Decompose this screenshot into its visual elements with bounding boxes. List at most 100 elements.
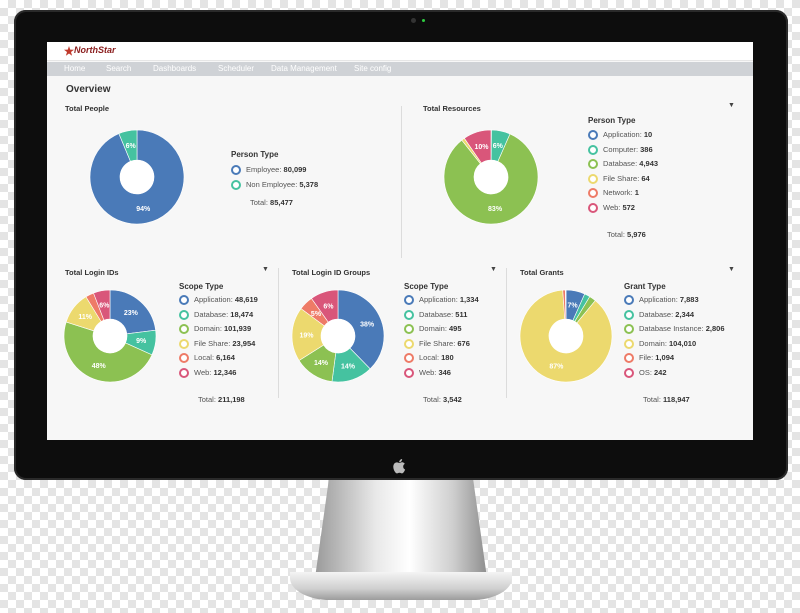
nav-data-management[interactable]: Data Management — [271, 64, 337, 73]
legend-label: Local: 180 — [419, 353, 454, 362]
legend-label: Web: 346 — [419, 367, 451, 377]
legend-label: Computer: 386 — [603, 144, 653, 154]
legend-name: Employee — [246, 165, 280, 174]
legend-label: Database Instance: 2,806 — [639, 324, 725, 333]
legend-label: Application: 7,883 — [639, 295, 699, 304]
legend-label: Domain: 104,010 — [639, 338, 697, 348]
legend-label: Database: 18,474 — [194, 309, 254, 319]
donut-chart: 6%83%10% — [443, 129, 539, 225]
legend-value: 4,943 — [639, 159, 659, 168]
legend-value: 386 — [640, 144, 653, 154]
nav-dashboards[interactable]: Dashboards — [153, 64, 197, 73]
legend-name: Non Employee — [246, 180, 296, 189]
legend-swatch — [624, 353, 634, 363]
legend-value: 104,010 — [669, 338, 697, 348]
legend-name: Application — [639, 295, 676, 304]
legend-value: 676 — [457, 338, 470, 348]
legend-name: Local — [194, 353, 212, 362]
legend-value: 18,474 — [230, 309, 254, 319]
panel-menu-caret-icon[interactable]: ▼ — [262, 266, 269, 273]
legend-label: Web: 572 — [603, 202, 635, 212]
legend-value: 7,883 — [679, 295, 699, 304]
legend-name: Database — [603, 159, 636, 168]
app-header: NorthStar — [47, 42, 753, 61]
legend-value: 495 — [449, 324, 462, 333]
legend-value: 101,939 — [224, 324, 252, 333]
legend-label: Database: 4,943 — [603, 159, 659, 168]
total-readout: Total: 5,976 — [607, 230, 646, 239]
legend-value: 1,334 — [459, 295, 479, 304]
legend-label: File Share: 64 — [603, 173, 650, 183]
legend-swatch — [179, 338, 189, 349]
donut-chart: 94%6% — [89, 129, 185, 225]
webcam — [411, 18, 416, 23]
legend-name: Web — [603, 202, 619, 212]
legend-swatch — [179, 324, 189, 334]
legend-swatch — [231, 180, 241, 190]
legend-title: Scope Type — [404, 282, 449, 291]
legend-name: Database Instance — [639, 324, 702, 333]
legend-value: 23,954 — [232, 338, 256, 348]
monitor-stand — [315, 480, 487, 578]
legend-label: File: 1,094 — [639, 353, 675, 362]
nav-scheduler[interactable]: Scheduler — [218, 64, 255, 73]
legend-label: Non Employee: 5,378 — [246, 180, 319, 189]
legend-swatch — [624, 367, 634, 378]
legend-label: OS: 242 — [639, 367, 667, 377]
legend-name: Domain — [639, 338, 665, 348]
legend-swatch — [624, 295, 634, 305]
legend-swatch — [588, 130, 598, 140]
panel-divider — [401, 106, 402, 258]
panel-title: Total Login ID Groups — [292, 268, 371, 277]
legend-swatch — [588, 173, 598, 184]
legend-swatch — [404, 324, 414, 334]
legend-value: 5,378 — [299, 180, 319, 189]
legend-name: Application — [194, 295, 231, 304]
panel-title: Total People — [65, 104, 110, 113]
legend-name: Local — [419, 353, 437, 362]
panel-menu-caret-icon[interactable]: ▼ — [490, 266, 497, 273]
legend-name: Database — [194, 309, 227, 319]
legend-name: Domain — [194, 324, 220, 333]
legend-name: Application — [419, 295, 456, 304]
legend-name: OS — [639, 367, 650, 377]
donut-chart: 38%14%14%19%5%6% — [291, 289, 385, 383]
donut-slice-application[interactable] — [109, 289, 156, 335]
legend-value: 572 — [622, 202, 635, 212]
nav-home[interactable]: Home — [64, 64, 86, 73]
legend-name: File Share — [419, 338, 454, 348]
legend-label: Employee: 80,099 — [246, 165, 307, 174]
legend-name: Domain — [419, 324, 445, 333]
legend-label: Web: 12,346 — [194, 367, 237, 377]
panel-title: Total Resources — [423, 104, 481, 113]
legend-swatch — [588, 144, 598, 155]
nav-site-config[interactable]: Site config — [354, 64, 392, 73]
donut-slice-os[interactable] — [565, 289, 567, 320]
legend-label: File Share: 676 — [419, 338, 470, 348]
legend-value: 1,094 — [655, 353, 675, 362]
legend-value: 1 — [634, 188, 639, 197]
nav-search[interactable]: Search — [106, 64, 132, 73]
legend-value: 2,806 — [705, 324, 725, 333]
panel-divider — [278, 268, 279, 398]
northstar-logo-icon — [64, 46, 74, 56]
total-readout: Total: 3,542 — [423, 395, 462, 404]
page-title: Overview — [66, 84, 111, 95]
donut-chart: 7%87% — [519, 289, 613, 383]
legend-label: Domain: 495 — [419, 324, 462, 333]
legend-swatch — [588, 202, 598, 213]
legend-value: 2,344 — [675, 309, 695, 319]
legend-value: 242 — [654, 367, 667, 377]
panel-title: Total Grants — [520, 268, 564, 277]
legend-title: Grant Type — [624, 282, 666, 291]
legend-value: 346 — [438, 367, 451, 377]
total-readout: Total: 85,477 — [250, 198, 293, 207]
panel-menu-caret-icon[interactable]: ▼ — [728, 102, 735, 109]
legend-swatch — [179, 295, 189, 305]
panel-menu-caret-icon[interactable]: ▼ — [728, 266, 735, 273]
legend-title: Person Type — [231, 150, 279, 159]
legend-value: 64 — [641, 173, 650, 183]
legend-name: Application — [603, 130, 640, 139]
legend-swatch — [179, 367, 189, 378]
legend-swatch — [231, 165, 241, 175]
